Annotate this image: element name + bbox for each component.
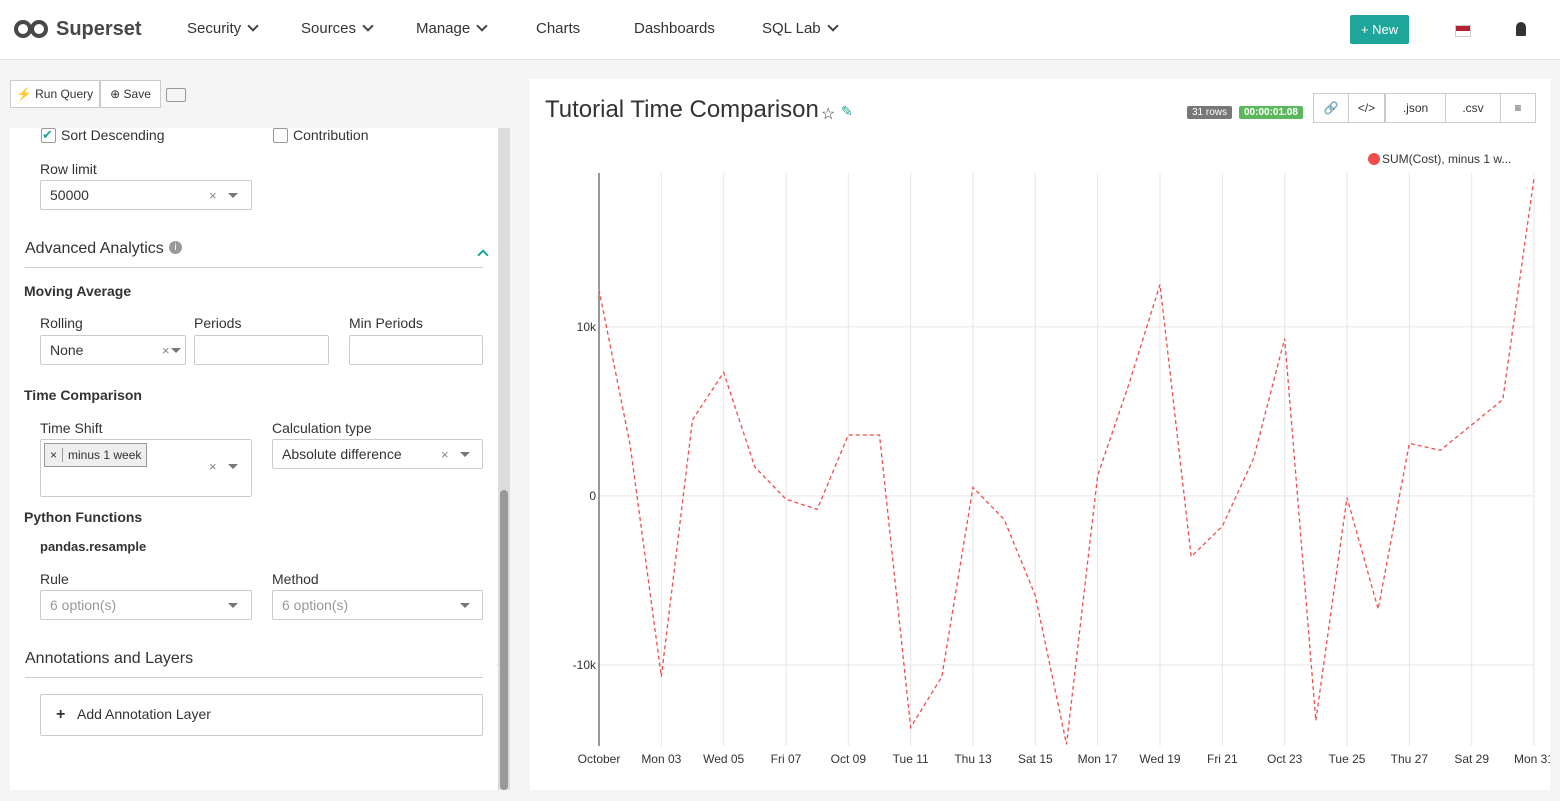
field-label: Rule xyxy=(40,571,69,587)
menu-label: Sources xyxy=(301,20,357,37)
csv-button[interactable]: .csv xyxy=(1445,93,1501,123)
select[interactable]: 50000 × xyxy=(40,180,252,210)
select-value: None xyxy=(50,342,84,358)
menu-label: SQL Lab xyxy=(762,20,821,37)
section-title[interactable]: Annotations and Layers xyxy=(25,650,194,667)
x-tick-label: Oct 09 xyxy=(831,752,867,766)
new-button[interactable]: + New xyxy=(1350,15,1409,44)
section-title[interactable]: Advanced Analytics xyxy=(25,240,164,257)
field-label: Time Shift xyxy=(40,420,103,436)
select-placeholder: 6 option(s) xyxy=(50,597,117,613)
x-tick-label: Mon 17 xyxy=(1078,752,1118,766)
button-label: Run Query xyxy=(35,87,94,101)
checkbox[interactable] xyxy=(273,128,288,143)
x-tick-label: Mon 03 xyxy=(641,752,681,766)
navbar: Superset Security Sources Manage Charts … xyxy=(0,0,1560,60)
group-title: Python Functions xyxy=(24,509,143,525)
x-tick-label: Tue 11 xyxy=(893,752,929,766)
button-label: Add Annotation Layer xyxy=(77,706,211,722)
edit-icon[interactable]: ✎ xyxy=(841,103,853,119)
menu-label: Manage xyxy=(416,20,471,37)
logo xyxy=(14,20,48,38)
collapse-icon[interactable] xyxy=(477,249,489,261)
tag-label: minus 1 week xyxy=(68,448,142,462)
control-panel: ✔ Sort Descending Contribution Row limit… xyxy=(10,128,510,790)
text-input[interactable] xyxy=(194,335,329,365)
select-value: 50000 xyxy=(50,187,89,203)
checkbox[interactable]: ✔ xyxy=(41,128,56,143)
x-tick-label: Fri 07 xyxy=(771,752,802,766)
x-tick-label: Sat 29 xyxy=(1454,752,1489,766)
link-button[interactable]: 🔗 xyxy=(1313,93,1349,123)
menu-item[interactable]: Manage xyxy=(416,20,488,37)
flag[interactable] xyxy=(1455,25,1471,37)
x-tick-label: Sat 15 xyxy=(1018,752,1053,766)
x-tick-label: October xyxy=(578,752,621,766)
menu-item[interactable]: Dashboards xyxy=(634,20,715,37)
keyboard-icon[interactable] xyxy=(166,88,186,102)
save-button[interactable]: ⊕ Save xyxy=(100,80,161,108)
subgroup-title: pandas.resample xyxy=(40,539,147,554)
add-annotation-button[interactable]: + Add Annotation Layer xyxy=(40,694,483,736)
chart-title: Tutorial Time Comparison xyxy=(545,96,819,123)
y-tick-label: 10k xyxy=(577,320,597,334)
menu-item[interactable]: Sources xyxy=(301,20,374,37)
x-tick-label: Mon 31 xyxy=(1514,752,1550,766)
tag[interactable]: × minus 1 week xyxy=(44,443,148,467)
select-placeholder: 6 option(s) xyxy=(282,597,349,613)
run-query-button[interactable]: ⚡ Run Query xyxy=(10,80,100,108)
brand[interactable]: Superset xyxy=(56,18,142,40)
json-button[interactable]: .json xyxy=(1385,93,1446,123)
field-label: Method xyxy=(272,571,319,587)
menu-item[interactable]: Charts xyxy=(536,20,581,37)
select[interactable]: 6 option(s) xyxy=(272,590,483,620)
field-label: Row limit xyxy=(40,161,97,177)
favorite-icon[interactable]: ☆ xyxy=(821,106,836,123)
row-count: 31 rows xyxy=(1187,106,1233,119)
chart: October Mon 03 Wed 05 Fri 07 Oct 09 Tue 11 Thu… xyxy=(573,152,1550,766)
field-label: Min Periods xyxy=(349,315,423,331)
select[interactable]: Absolute difference × xyxy=(272,439,483,469)
field-label: Calculation type xyxy=(272,420,372,436)
checkbox-label: Contribution xyxy=(293,128,369,143)
x-tick-label: Wed 19 xyxy=(1139,752,1180,766)
duration: 00:00:01.08 xyxy=(1239,106,1303,119)
select[interactable]: 6 option(s) xyxy=(40,590,252,620)
group-title: Moving Average xyxy=(24,283,132,299)
chart-panel: Tutorial Time Comparison ☆ ✎ 31 rows 00:… xyxy=(530,79,1550,790)
legend-label: SUM(Cost), minus 1 w... xyxy=(1382,152,1511,166)
embed-button[interactable]: </> xyxy=(1348,93,1385,123)
x-tick-label: Oct 23 xyxy=(1267,752,1303,766)
info-icon[interactable]: i xyxy=(169,241,182,254)
button-label: Save xyxy=(123,87,151,101)
x-tick-label: Tue 25 xyxy=(1329,752,1366,766)
checkbox-label: Sort Descending xyxy=(61,128,165,143)
field-label: Periods xyxy=(194,315,242,331)
group-title: Time Comparison xyxy=(24,387,142,403)
field-label: Rolling xyxy=(40,315,83,331)
menu-item[interactable]: SQL Lab xyxy=(762,20,839,37)
x-tick-label: Wed 05 xyxy=(703,752,744,766)
x-tick-label: Thu 27 xyxy=(1391,752,1429,766)
menu-label: Security xyxy=(187,20,242,37)
select[interactable]: None × xyxy=(40,335,186,365)
multi-select[interactable]: × minus 1 week × xyxy=(40,439,252,497)
x-tick-label: Fri 21 xyxy=(1207,752,1238,766)
menu-button[interactable]: ≡ xyxy=(1500,93,1536,123)
user-icon[interactable] xyxy=(1516,22,1526,36)
y-tick-label: -10k xyxy=(573,658,597,672)
x-tick-label: Thu 13 xyxy=(954,752,992,766)
legend-marker xyxy=(1368,153,1380,165)
line xyxy=(598,177,1535,745)
text-input[interactable] xyxy=(349,335,483,365)
y-tick-label: 0 xyxy=(589,489,596,503)
menu-item[interactable]: Security xyxy=(187,20,259,37)
new-label: New xyxy=(1372,22,1399,37)
select-value: Absolute difference xyxy=(282,446,402,462)
scrollbar[interactable] xyxy=(498,128,510,790)
